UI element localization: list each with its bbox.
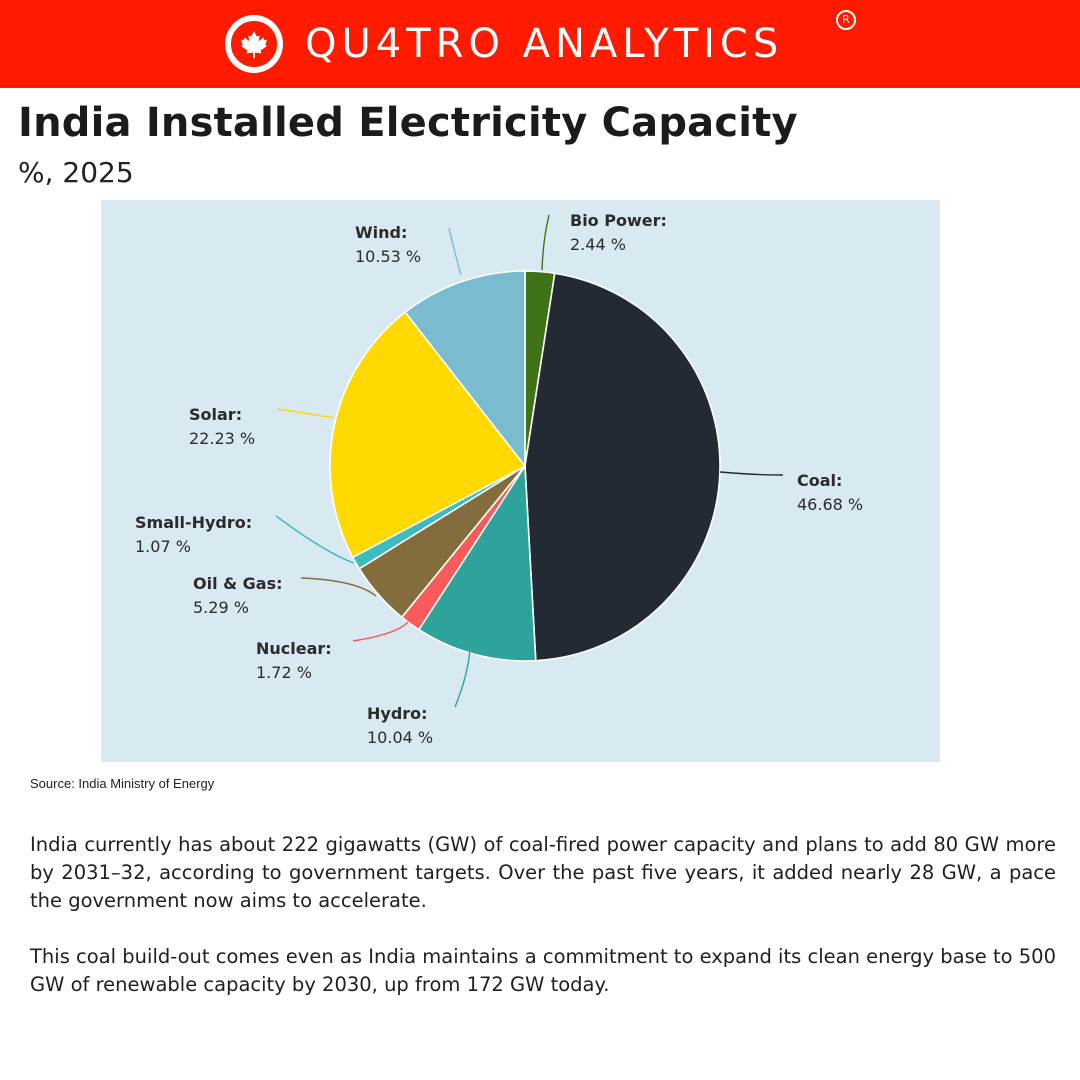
body-paragraph-2: This coal build-out comes even as India … — [30, 945, 1056, 996]
chart-title: India Installed Electricity Capacity — [18, 100, 798, 146]
slice-value-oil-gas: 5.29 % — [193, 598, 249, 617]
slice-label-wind: Wind: — [355, 223, 407, 242]
slice-value-hydro: 10.04 % — [367, 728, 433, 747]
leader-line-hydro — [454, 648, 471, 708]
chart-subtitle: %, 2025 — [18, 156, 134, 189]
leader-line-coal — [719, 471, 784, 476]
pie-slice-coal — [524, 272, 721, 662]
brand-banner: QU4TRO ANALYTICS R — [0, 0, 1080, 88]
logo-badge — [225, 15, 283, 73]
slice-label-nuclear: Nuclear: — [256, 639, 332, 658]
slice-label-small-hydro: Small-Hydro: — [135, 513, 252, 532]
slice-value-nuclear: 1.72 % — [256, 663, 312, 682]
slice-label-oil-gas: Oil & Gas: — [193, 574, 283, 593]
chart-panel: Bio Power: 2.44 % Coal: 46.68 % Hydro: 10.04 … — [101, 200, 940, 762]
leader-line-solar — [276, 408, 335, 419]
slice-value-wind: 10.53 % — [355, 247, 421, 266]
slice-label-coal: Coal: — [797, 471, 842, 490]
pie-slice-wind — [404, 270, 526, 469]
slice-value-small-hydro: 1.07 % — [135, 537, 191, 556]
leader-line-oil-gas — [300, 577, 377, 597]
slice-label-solar: Solar: — [189, 405, 242, 424]
leader-line-small-hydro — [275, 515, 355, 564]
slice-value-bio-power: 2.44 % — [570, 235, 626, 254]
pie-chart: Bio Power: 2.44 % Coal: 46.68 % Hydro: 10.04 … — [135, 211, 863, 747]
slice-label-hydro: Hydro: — [367, 704, 428, 723]
body-paragraph-1: India currently has about 222 gigawatts … — [30, 833, 1056, 912]
slice-value-solar: 22.23 % — [189, 429, 255, 448]
slice-value-coal: 46.68 % — [797, 495, 863, 514]
leader-line-bio-power — [541, 214, 550, 271]
brand-name: QU4TRO ANALYTICS — [305, 21, 784, 67]
registered-mark: R — [836, 10, 856, 30]
maple-leaf-icon — [240, 30, 268, 59]
pie-slice-hydro — [417, 463, 537, 662]
source-note: Source: India Ministry of Energy — [30, 776, 215, 791]
pie-slice-solar — [329, 311, 527, 559]
leader-line-nuclear — [352, 621, 409, 642]
slice-label-bio-power: Bio Power: — [570, 211, 667, 230]
leader-line-wind — [448, 227, 462, 276]
